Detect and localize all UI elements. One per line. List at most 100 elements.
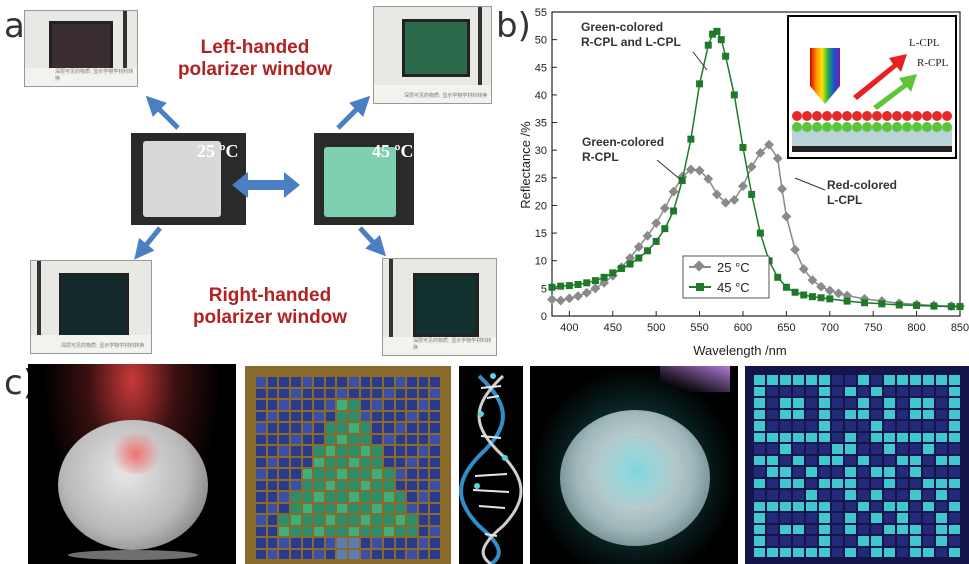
pixel-tile xyxy=(302,526,313,536)
qr-pixel xyxy=(754,398,765,408)
data-point-25c xyxy=(833,288,844,299)
qr-pixel xyxy=(793,386,804,396)
qr-pixel xyxy=(923,524,934,534)
pixel-tile xyxy=(267,446,278,456)
pixel-tile xyxy=(383,423,394,433)
pixel-tile xyxy=(325,538,336,548)
qr-pixel xyxy=(832,501,843,511)
qr-pixel xyxy=(754,536,765,546)
data-point-45c xyxy=(861,299,869,307)
qr-pixel xyxy=(793,490,804,500)
pixel-tile xyxy=(418,515,429,525)
pixel-tile xyxy=(256,538,266,548)
pixel-tile xyxy=(256,503,266,513)
data-point-45c xyxy=(565,282,573,290)
qr-pixel xyxy=(845,455,856,465)
qr-pixel xyxy=(845,501,856,511)
inset-r-cpl-label: R-CPL xyxy=(917,57,948,69)
qr-pixel xyxy=(923,478,934,488)
pixel-tile xyxy=(279,411,289,421)
green-layer-particle xyxy=(882,122,892,132)
pixel-tile xyxy=(256,411,266,421)
qr-pixel xyxy=(936,432,947,442)
pixel-tile xyxy=(337,526,347,536)
data-point-45c xyxy=(635,254,643,262)
qr-pixel xyxy=(936,386,947,396)
y-tick-label: 25 xyxy=(535,173,547,185)
pixel-tile xyxy=(418,480,429,490)
pixel-tile xyxy=(267,457,278,467)
pixel-tile xyxy=(256,549,266,559)
qr-pixel xyxy=(780,409,791,419)
data-point-45c xyxy=(661,225,669,233)
y-tick-label: 20 xyxy=(535,200,547,212)
green-layer-particle xyxy=(932,122,942,132)
green-arrow-icon xyxy=(873,74,917,110)
pixel-tile xyxy=(395,411,406,421)
pixel-tile xyxy=(383,538,394,548)
pixel-tile xyxy=(407,434,417,444)
green-layer-particle xyxy=(862,122,872,132)
pixel-tile xyxy=(302,469,313,479)
data-point-45c xyxy=(609,269,617,277)
qr-pixel xyxy=(754,409,765,419)
qr-pixel xyxy=(767,467,778,477)
qr-pixel xyxy=(910,513,921,523)
sphere-red-illustration xyxy=(28,364,236,564)
pixel-tile xyxy=(360,411,371,421)
qr-pixel xyxy=(910,375,921,385)
pixel-tile xyxy=(383,400,394,410)
qr-pixel xyxy=(793,421,804,431)
pixel-tile xyxy=(337,469,347,479)
pixel-tile xyxy=(325,377,336,387)
qr-pixel xyxy=(845,386,856,396)
qr-pixel xyxy=(936,409,947,419)
qr-pixel xyxy=(767,432,778,442)
red-layer-particle xyxy=(822,111,832,121)
pixel-tile xyxy=(302,503,313,513)
pixel-tile xyxy=(325,526,336,536)
pixel-tile xyxy=(314,457,324,467)
legend-label-25c: 25 °C xyxy=(717,260,750,275)
qr-pixel xyxy=(793,409,804,419)
qr-pixel xyxy=(897,386,908,396)
pixel-tile xyxy=(279,526,289,536)
qr-pixel xyxy=(923,444,934,454)
y-tick-label: 5 xyxy=(541,283,547,295)
pixel-tile xyxy=(267,538,278,548)
green-layer-particle xyxy=(802,122,812,132)
photo-caption: 深层可见的物质: 显示学物学材料转换 xyxy=(413,338,492,351)
pixel-tile xyxy=(418,400,429,410)
qr-pixel xyxy=(780,490,791,500)
qr-pixel xyxy=(949,478,960,488)
data-point-25c xyxy=(781,211,792,222)
qr-pixel xyxy=(845,409,856,419)
rainbow-light-icon xyxy=(810,48,840,104)
photo-caption: 深层可见的物质: 显示学物学材料转换 xyxy=(55,69,134,82)
qr-pixel xyxy=(871,375,882,385)
data-point-45c xyxy=(730,91,738,99)
qr-pixel xyxy=(884,421,895,431)
pixel-tile xyxy=(314,388,324,398)
pixel-tile xyxy=(290,388,301,398)
pixel-tile xyxy=(383,469,394,479)
qr-pixel xyxy=(845,524,856,534)
sample-25c: 25 ºC xyxy=(131,133,246,225)
pixel-tile xyxy=(372,411,382,421)
qr-pixel xyxy=(858,409,869,419)
pixel-tile xyxy=(290,538,301,548)
pixel-tile xyxy=(418,538,429,548)
pixel-tile xyxy=(418,411,429,421)
qr-pixel xyxy=(819,490,830,500)
data-point-45c xyxy=(574,280,582,288)
pixel-tile xyxy=(395,480,406,490)
qr-pixel xyxy=(832,513,843,523)
pixel-tile xyxy=(372,457,382,467)
annotation-pointer-l xyxy=(794,177,826,191)
qr-pixel xyxy=(793,513,804,523)
pixel-tile xyxy=(256,457,266,467)
pixel-tile xyxy=(418,469,429,479)
qr-pixel xyxy=(793,375,804,385)
pixel-tile xyxy=(325,480,336,490)
annotation-red-l-line2: L-CPL xyxy=(827,193,862,207)
